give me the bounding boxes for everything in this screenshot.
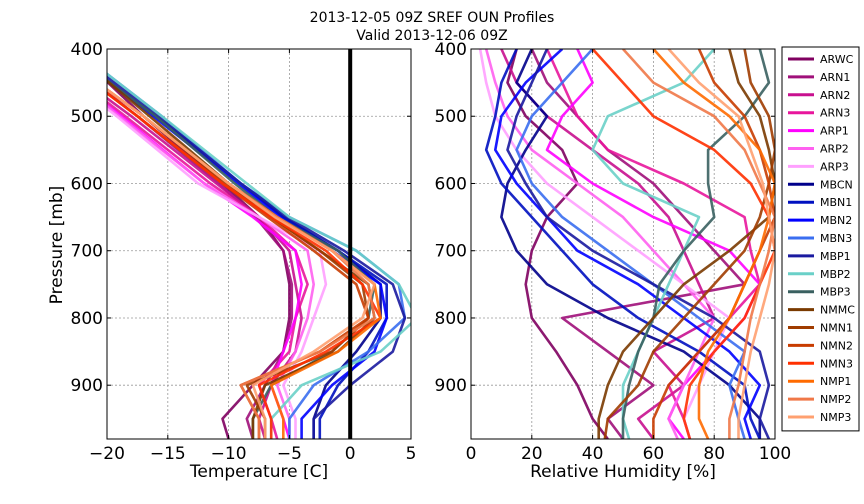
humidity-xtick-label: 60 <box>643 444 665 464</box>
humidity-x-axis-label: Relative Humidity [%] <box>530 462 716 482</box>
temperature-ytick-label: 700 <box>71 242 103 262</box>
temperature-series-nmn3 <box>107 91 382 439</box>
temperature-xtick-label: −10 <box>211 444 247 464</box>
temperature-ytick-label: 400 <box>71 40 103 60</box>
legend-label-mbp2: MBP2 <box>820 268 851 281</box>
legend-label-nmn2: NMN2 <box>820 339 853 352</box>
legend-label-arn3: ARN3 <box>820 107 850 120</box>
temperature-ytick-label: 900 <box>71 376 103 396</box>
legend-label-arp1: ARP1 <box>820 125 849 138</box>
humidity-series-arwc <box>506 49 609 439</box>
legend-label-mbp1: MBP1 <box>820 250 851 263</box>
title-line-2: Valid 2013-12-06 09Z <box>356 28 507 44</box>
humidity-axes-frame <box>470 48 776 440</box>
temperature-series-nmp3 <box>107 88 376 439</box>
legend-label-mbn3: MBN3 <box>820 232 852 245</box>
legend-label-mbn1: MBN1 <box>820 196 852 209</box>
humidity-xtick-label: 80 <box>703 444 725 464</box>
humidity-series-nmmc <box>597 49 775 439</box>
legend-label-mbp3: MBP3 <box>820 286 851 299</box>
temperature-series-arp3 <box>107 107 328 439</box>
temperature-panel: −20 −15 −10 −5 0 5 400 500 600 700 800 900 Temperatu… <box>71 40 417 482</box>
humidity-series-group <box>478 49 775 439</box>
humidity-series-nmp3 <box>667 49 775 439</box>
temperature-series-arn3 <box>107 100 309 439</box>
legend-label-arp3: ARP3 <box>820 160 849 173</box>
humidity-series-nmp2 <box>622 49 775 439</box>
temperature-ytick-label: 600 <box>71 174 103 194</box>
temperature-ytick-label: 800 <box>71 309 103 329</box>
temperature-series-arn2 <box>107 96 303 439</box>
legend-label-nmn3: NMN3 <box>820 357 853 370</box>
legend-label-arn1: ARN1 <box>820 71 850 84</box>
y-axis-label: Pressure [mb] <box>47 186 67 305</box>
temperature-xtick-label: −5 <box>277 444 302 464</box>
humidity-xtick-label: 40 <box>582 444 604 464</box>
temperature-x-axis-label: Temperature [C] <box>189 462 328 482</box>
temperature-ytick-label: 500 <box>71 107 103 127</box>
legend-label-nmmc: NMMC <box>820 304 855 317</box>
humidity-ytick-label: 700 <box>435 242 467 262</box>
temperature-series-arn1 <box>107 90 294 439</box>
legend-label-nmp1: NMP1 <box>820 375 851 388</box>
temperature-series-group <box>107 72 411 439</box>
temperature-series-mbp1 <box>107 75 407 439</box>
humidity-series-mbn3 <box>515 49 746 439</box>
humidity-series-arn2 <box>500 49 716 439</box>
humidity-ytick-label: 800 <box>435 309 467 329</box>
humidity-series-mbp1 <box>506 49 771 439</box>
legend-label-nmp2: NMP2 <box>820 393 851 406</box>
legend-label-nmn1: NMN1 <box>820 322 853 335</box>
temperature-xtick-label: −20 <box>89 444 125 464</box>
legend-label-arn2: ARN2 <box>820 89 850 102</box>
panels: −20 −15 −10 −5 0 5400500600700800900Temperatu… <box>71 40 792 482</box>
legend-label-mbn2: MBN2 <box>820 214 852 227</box>
title-line-1: 2013-12-05 09Z SREF OUN Profiles <box>310 10 555 26</box>
humidity-xtick-label: 100 <box>759 444 791 464</box>
legend-label-mbcn: MBCN <box>820 178 853 191</box>
temperature-xtick-label: −15 <box>150 444 186 464</box>
legend-label-nmp3: NMP3 <box>820 411 851 424</box>
humidity-series-arp2 <box>484 49 716 439</box>
temperature-series-arp2 <box>107 104 316 439</box>
temperature-xtick-label: 5 <box>406 444 417 464</box>
humidity-ytick-label: 500 <box>435 107 467 127</box>
humidity-panel: 0 20 40 60 80 100 400 500 600 700 800 900 Relative H… <box>435 40 792 482</box>
temperature-series-mbp2 <box>107 72 411 439</box>
temperature-series-nmn2 <box>107 91 370 439</box>
humidity-series-nmn1 <box>603 49 775 439</box>
legend: ARWC ARN1 ARN2 ARN3 ARP1 ARP2 ARP3 MBCN MBN1 MBN2… <box>781 46 860 432</box>
legend-label-arwc: ARWC <box>820 53 854 66</box>
humidity-series-mbn2 <box>493 49 762 439</box>
humidity-series-nmp1 <box>652 49 775 439</box>
temperature-axes-frame <box>106 48 412 440</box>
humidity-ytick-label: 900 <box>435 376 467 396</box>
humidity-xtick-label: 20 <box>521 444 543 464</box>
humidity-ytick-label: 600 <box>435 174 467 194</box>
humidity-xtick-label: 0 <box>466 444 477 464</box>
humidity-series-nmn3 <box>591 49 775 439</box>
temperature-xtick-label: 0 <box>345 444 356 464</box>
legend-label-arp2: ARP2 <box>820 143 849 156</box>
humidity-ytick-label: 400 <box>435 40 467 60</box>
